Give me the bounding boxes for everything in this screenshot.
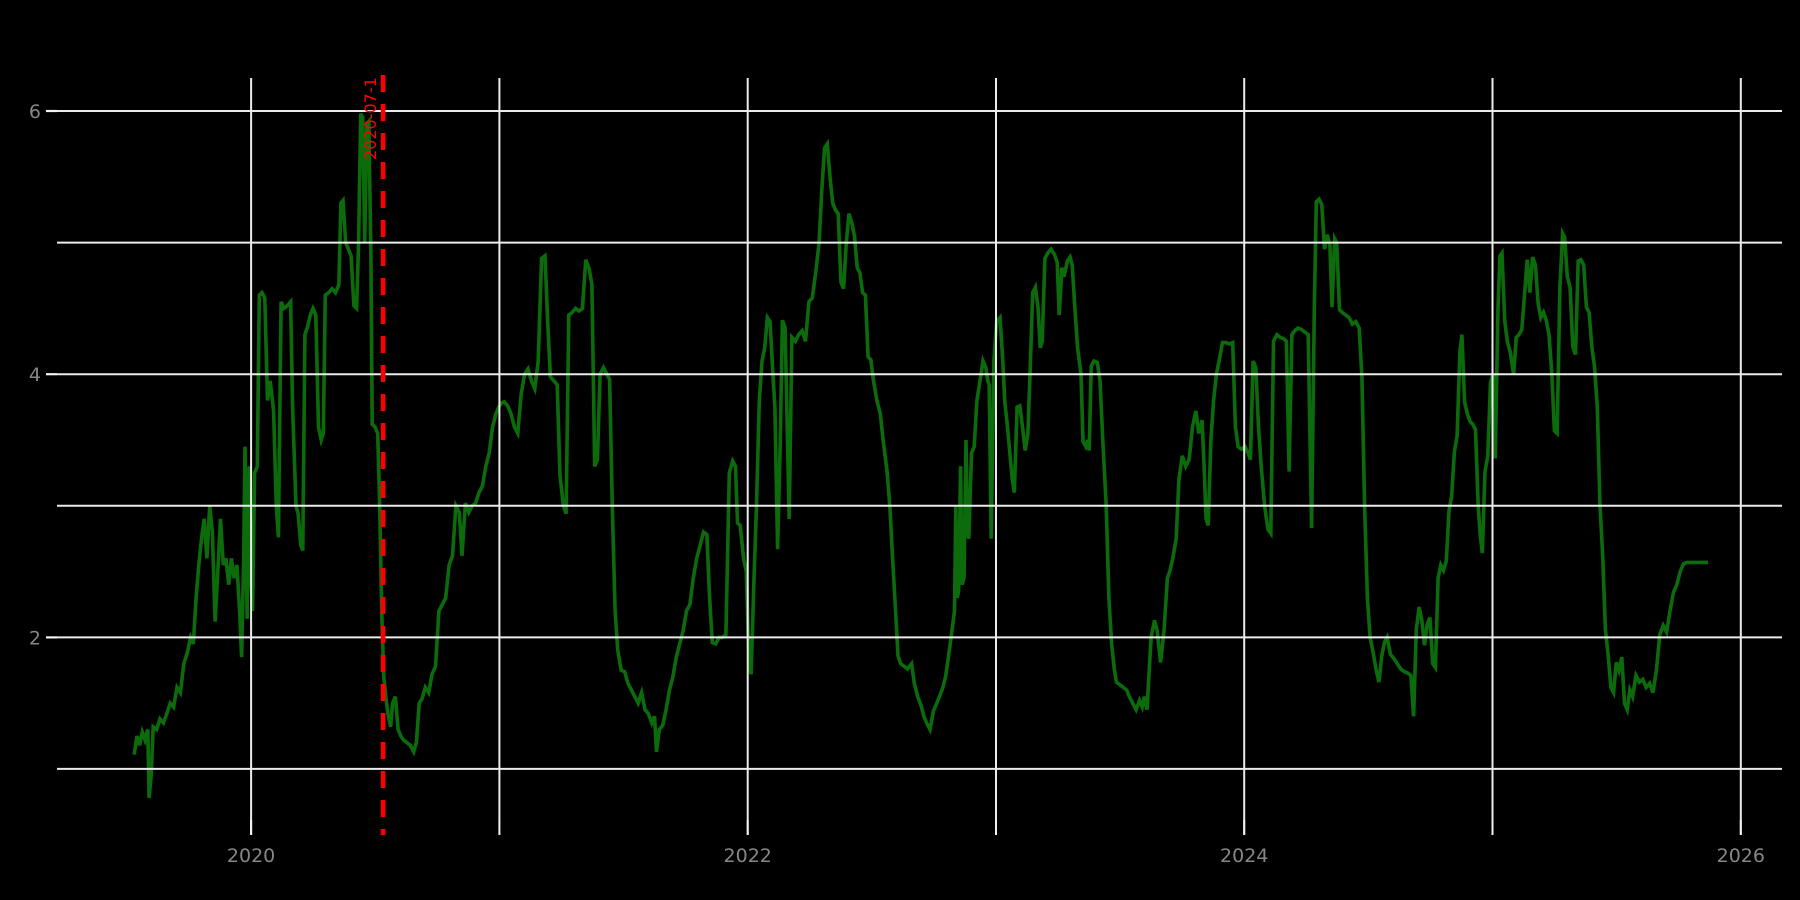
x-tick-label: 2024 — [1220, 845, 1268, 867]
x-tick-label: 2026 — [1717, 845, 1765, 867]
y-tick-label: 6 — [29, 101, 41, 123]
x-tick-label: 2020 — [227, 845, 275, 867]
data-series-line — [132, 112, 1709, 799]
event-label: 2020-07-1 — [361, 77, 380, 160]
y-tick-label: 2 — [29, 627, 41, 649]
x-tick-label: 2022 — [724, 845, 772, 867]
y-tick-label: 4 — [29, 364, 41, 386]
